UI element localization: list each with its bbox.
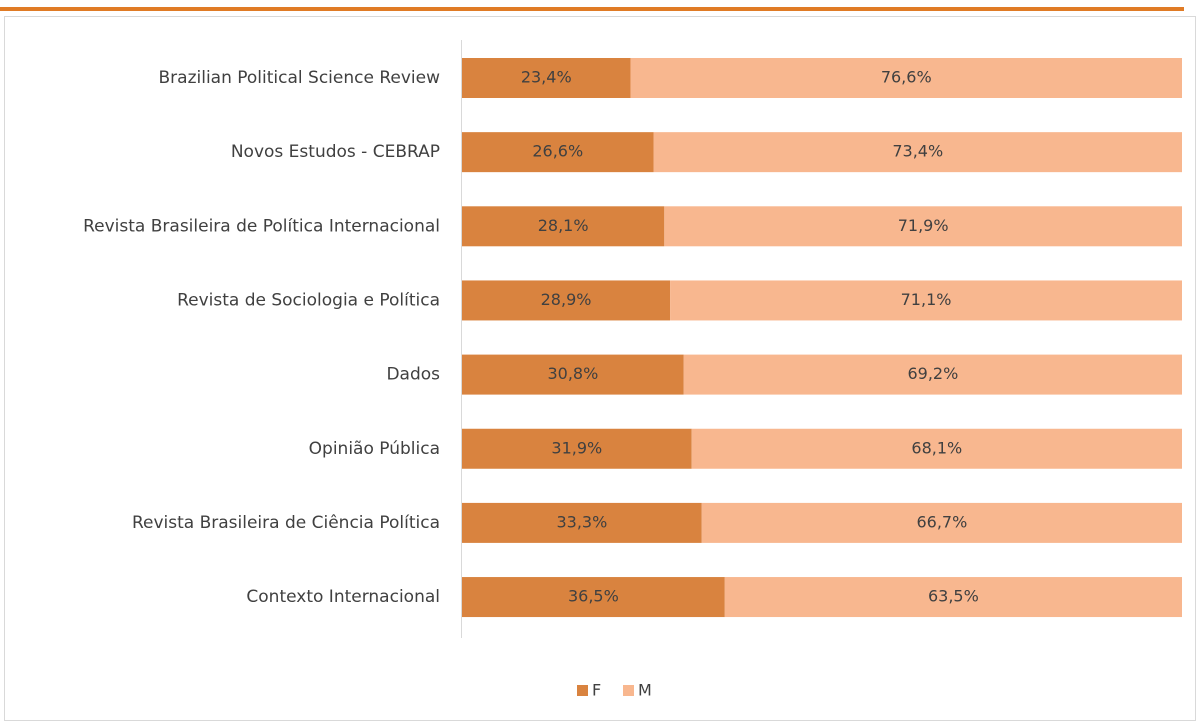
chart-border xyxy=(4,16,1196,721)
bar-segment xyxy=(462,58,631,98)
data-label: 36,5% xyxy=(568,587,619,606)
data-label: 71,1% xyxy=(901,290,952,309)
bar-segment xyxy=(462,132,654,173)
data-label: 63,5% xyxy=(928,587,979,606)
header-rule xyxy=(0,7,1184,11)
data-label: 31,9% xyxy=(551,438,602,457)
bar-segment xyxy=(664,206,1182,247)
legend-label: M xyxy=(638,681,652,700)
bar-segment xyxy=(670,280,1182,321)
y-tick-label: Contexto Internacional xyxy=(246,587,440,607)
bar-segment xyxy=(683,354,1182,395)
y-tick-label: Revista de Sociologia e Política xyxy=(177,290,440,310)
bar-segment xyxy=(691,428,1182,469)
y-tick-label: Novos Estudos - CEBRAP xyxy=(231,142,440,162)
y-tick-label: Brazilian Political Science Review xyxy=(159,68,441,88)
data-label: 73,4% xyxy=(892,142,943,161)
data-label: 76,6% xyxy=(881,68,932,87)
bar-segment xyxy=(462,206,665,247)
y-tick-label: Opinião Pública xyxy=(309,439,440,459)
y-tick-label: Revista Brasileira de Ciência Política xyxy=(132,513,440,533)
data-label: 69,2% xyxy=(907,364,958,383)
bar-segment xyxy=(462,354,684,395)
bar-segment xyxy=(630,58,1182,98)
data-label: 71,9% xyxy=(898,216,949,235)
legend-label: F xyxy=(592,681,601,700)
legend-swatch xyxy=(623,685,634,696)
bar-segment xyxy=(462,428,692,469)
bar-segment xyxy=(701,502,1182,543)
data-label: 33,3% xyxy=(556,512,607,531)
data-label: 28,9% xyxy=(541,290,592,309)
y-tick-label: Dados xyxy=(386,365,440,385)
bar-segment xyxy=(724,577,1182,618)
bar-segment xyxy=(462,502,702,543)
data-label: 28,1% xyxy=(538,216,589,235)
bar-segment xyxy=(653,132,1182,173)
data-label: 23,4% xyxy=(521,68,572,87)
data-label: 66,7% xyxy=(916,512,967,531)
data-label: 68,1% xyxy=(911,438,962,457)
legend-swatch xyxy=(577,685,588,696)
data-label: 30,8% xyxy=(547,364,598,383)
bar-segment xyxy=(462,280,671,321)
bar-segment xyxy=(462,577,725,618)
data-label: 26,6% xyxy=(532,142,583,161)
y-tick-label: Revista Brasileira de Política Internaci… xyxy=(83,216,440,236)
